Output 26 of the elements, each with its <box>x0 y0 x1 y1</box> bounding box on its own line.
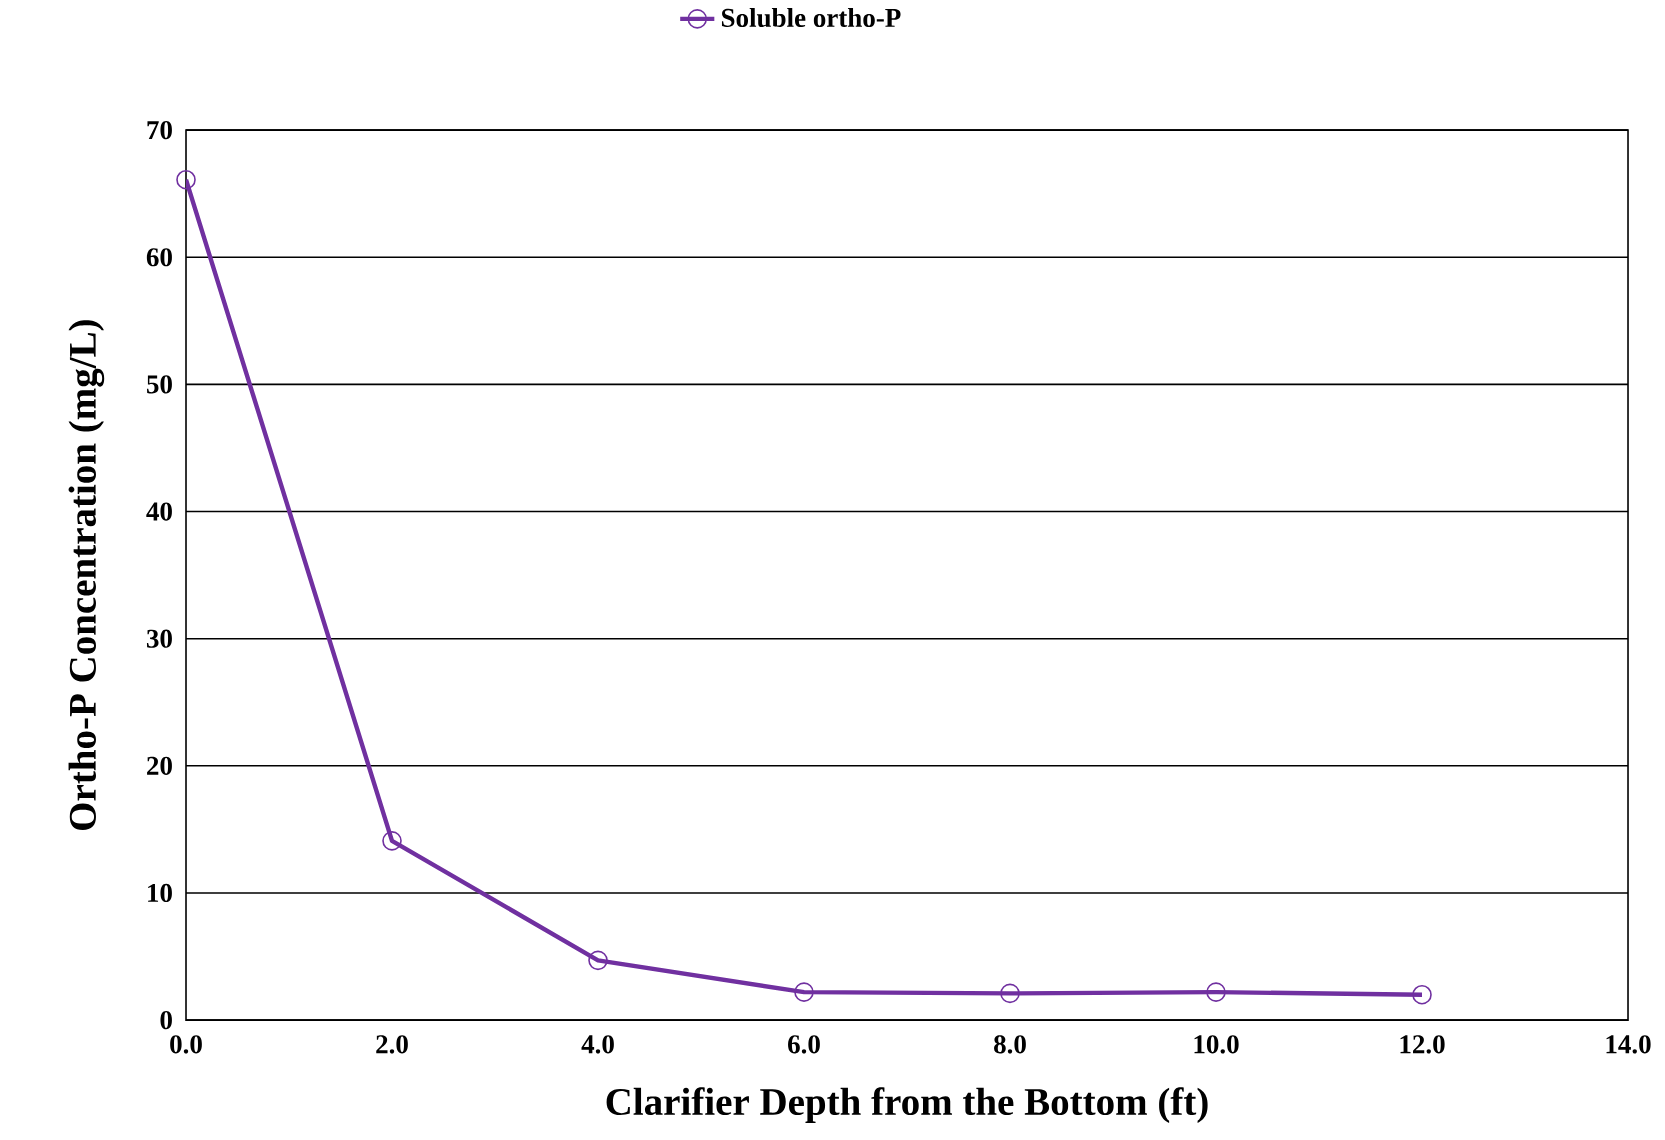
y-tick-label: 70 <box>147 120 172 140</box>
point <box>176 169 196 190</box>
x-axis-title: Clarifier Depth from the Bottom (ft) <box>606 1087 1208 1123</box>
y-tick-label: 20 <box>147 756 172 775</box>
point <box>1000 983 1020 1004</box>
x-tick-label: 2.0 <box>376 1035 408 1054</box>
point <box>382 831 402 851</box>
point <box>588 950 608 971</box>
y-tick-label: 0 <box>160 1010 172 1030</box>
legend-label: Soluble ortho-P <box>721 7 901 28</box>
y-axis-title: Ortho-P Concentration (mg/L) <box>68 320 105 830</box>
x-tick-label: 4.0 <box>581 1035 614 1054</box>
y-tick-label: 60 <box>146 248 172 267</box>
x-tick-label: 10.0 <box>1194 1035 1239 1054</box>
point <box>1206 982 1226 1002</box>
y-tick-label: 50 <box>147 375 172 394</box>
x-tick-label: 14.0 <box>1606 1035 1651 1054</box>
point <box>1412 984 1432 1005</box>
x-tick-label: 8.0 <box>994 1035 1026 1054</box>
y-tick-label: 10 <box>148 883 172 903</box>
x-tick-label: 12.0 <box>1400 1035 1445 1054</box>
x-tick-label: 0.0 <box>170 1035 202 1054</box>
y-tick-label: 40 <box>146 502 172 521</box>
x-tick-label: 6.0 <box>788 1035 820 1054</box>
point <box>794 982 814 1002</box>
y-tick-label: 30 <box>146 629 172 648</box>
